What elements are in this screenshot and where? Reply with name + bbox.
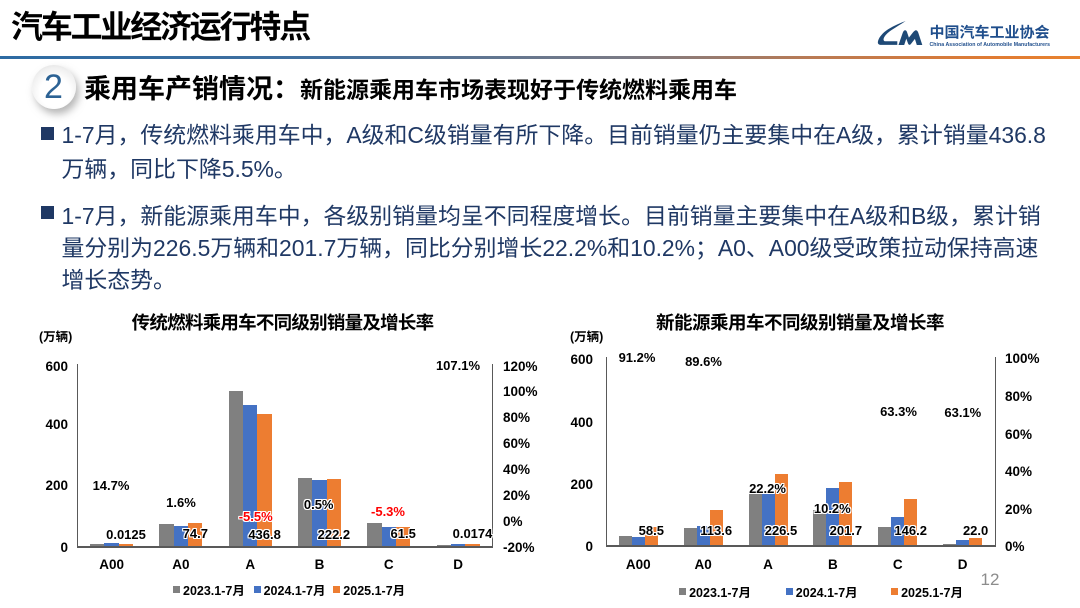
- svg-text:China Association of Automobil: China Association of Automobile Manufact…: [929, 42, 1050, 48]
- svg-text:中国汽车工业协会: 中国汽车工业协会: [929, 22, 1049, 43]
